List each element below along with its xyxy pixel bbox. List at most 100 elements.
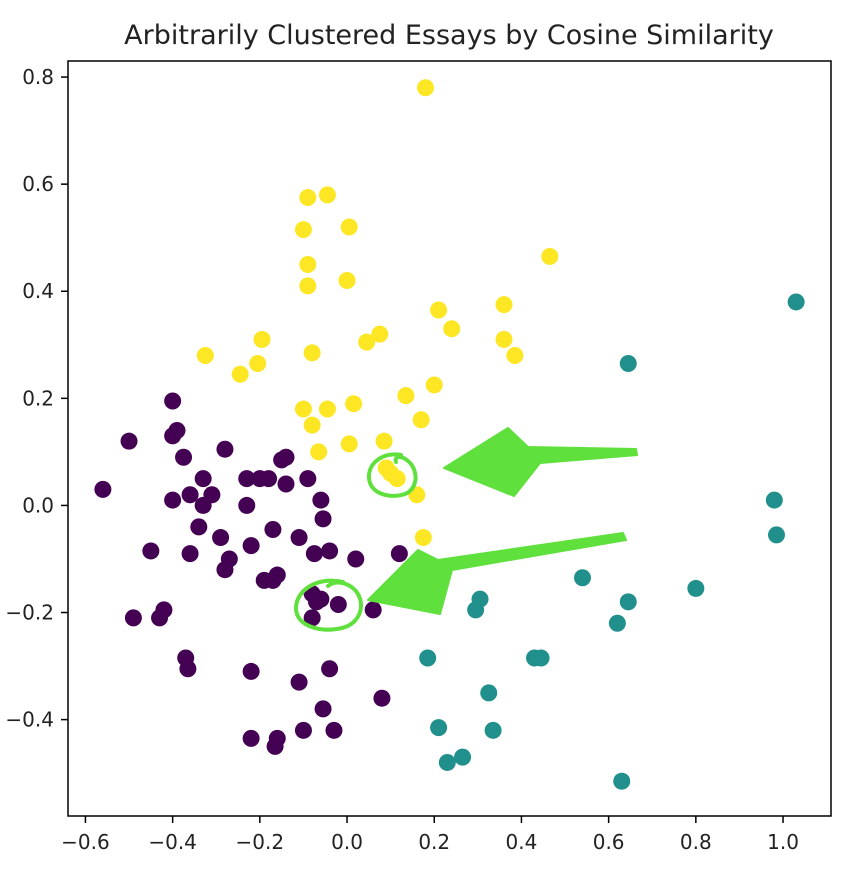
- data-point: [242, 729, 260, 747]
- data-point: [329, 595, 347, 613]
- data-point: [532, 649, 550, 667]
- data-point: [277, 475, 295, 493]
- data-point: [321, 660, 339, 678]
- data-point: [260, 470, 278, 488]
- data-point: [454, 748, 472, 766]
- data-point: [310, 443, 328, 461]
- chart-title: Arbitrarily Clustered Essays by Cosine S…: [124, 20, 774, 51]
- highlight-circle: [367, 452, 418, 498]
- data-point: [238, 470, 256, 488]
- data-point: [164, 392, 182, 410]
- data-point: [290, 673, 308, 691]
- data-point: [430, 301, 448, 319]
- data-point: [294, 721, 312, 739]
- data-point: [321, 542, 339, 560]
- data-point: [375, 432, 393, 450]
- data-point: [164, 491, 182, 509]
- x-tick-label: 0.4: [506, 830, 538, 854]
- data-point: [212, 529, 230, 547]
- data-point: [181, 486, 199, 504]
- data-point: [397, 387, 415, 405]
- data-point: [619, 355, 637, 373]
- data-point: [253, 330, 271, 348]
- data-point: [94, 480, 112, 498]
- data-point: [299, 470, 317, 488]
- data-point: [216, 561, 234, 579]
- data-point: [314, 510, 332, 528]
- data-point: [231, 365, 249, 383]
- data-point: [390, 545, 408, 563]
- data-point: [345, 395, 363, 413]
- data-point: [124, 609, 142, 627]
- data-point: [388, 470, 406, 488]
- data-point: [303, 416, 321, 434]
- data-point: [371, 325, 389, 343]
- data-point: [417, 79, 435, 97]
- data-point: [175, 448, 193, 466]
- y-tick-label: 0.0: [22, 493, 54, 517]
- highlight-circle: [293, 578, 363, 632]
- data-point: [419, 649, 437, 667]
- data-point: [541, 247, 559, 265]
- plot-frame: [67, 60, 832, 817]
- data-point: [142, 542, 160, 560]
- data-point: [312, 491, 330, 509]
- data-markers: [94, 79, 805, 790]
- data-point: [264, 521, 282, 539]
- data-point: [194, 470, 212, 488]
- data-point: [414, 529, 432, 547]
- y-tick-label: 0.4: [22, 279, 54, 303]
- y-tick-label: −0.2: [5, 601, 54, 625]
- y-tick-label: 0.6: [22, 172, 54, 196]
- data-point: [164, 427, 182, 445]
- data-point: [120, 432, 138, 450]
- data-point: [266, 737, 284, 755]
- data-point: [484, 721, 502, 739]
- data-point: [299, 277, 317, 295]
- data-point: [305, 545, 323, 563]
- data-point: [277, 448, 295, 466]
- y-axis: −0.4 −0.2 0.0 0.2 0.4 0.6 0.8: [5, 65, 68, 732]
- data-point: [573, 569, 591, 587]
- arrow: [443, 427, 638, 497]
- x-tick-label: 0.2: [418, 830, 450, 854]
- data-point: [238, 496, 256, 514]
- y-tick-label: 0.8: [22, 65, 54, 89]
- data-point: [613, 772, 631, 790]
- data-point: [687, 579, 705, 597]
- data-point: [506, 347, 524, 365]
- x-tick-label: −0.2: [236, 830, 285, 854]
- data-point: [299, 189, 317, 207]
- data-point: [181, 545, 199, 563]
- data-point: [480, 684, 498, 702]
- y-tick-label: −0.4: [5, 708, 54, 732]
- data-point: [358, 333, 376, 351]
- x-tick-label: −0.4: [148, 830, 197, 854]
- data-point: [294, 221, 312, 239]
- data-point: [608, 614, 626, 632]
- data-point: [364, 601, 382, 619]
- annotation-layer: [293, 427, 638, 632]
- data-point: [340, 435, 358, 453]
- data-point: [430, 719, 448, 737]
- x-tick-label: 0.6: [593, 830, 625, 854]
- data-point: [249, 355, 267, 373]
- data-point: [412, 411, 430, 429]
- data-point: [314, 700, 332, 718]
- data-point: [196, 347, 214, 365]
- data-point: [318, 186, 336, 204]
- data-point: [179, 660, 197, 678]
- data-point: [194, 496, 212, 514]
- data-point: [303, 344, 321, 362]
- data-point: [325, 721, 343, 739]
- y-tick-label: 0.2: [22, 386, 54, 410]
- x-axis: −0.6 −0.4 −0.2 0.0 0.2 0.4 0.6 0.8 1.0: [61, 816, 799, 854]
- data-point: [299, 255, 317, 273]
- data-point: [787, 293, 805, 311]
- data-point: [268, 566, 286, 584]
- data-point: [290, 529, 308, 547]
- data-point: [151, 609, 169, 627]
- data-point: [242, 537, 260, 555]
- data-point: [619, 593, 637, 611]
